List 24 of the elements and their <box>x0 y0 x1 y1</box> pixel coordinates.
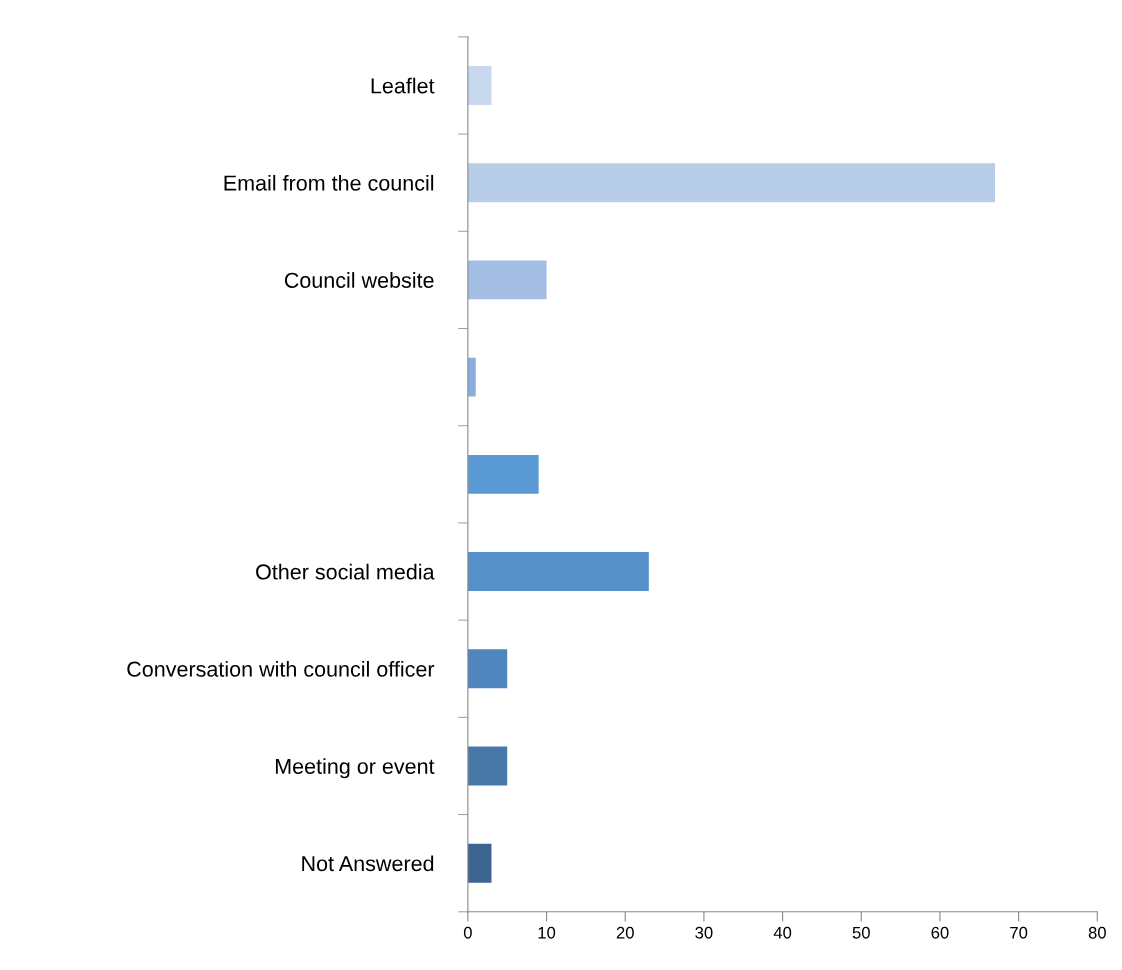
x-tick-label: 40 <box>773 926 792 939</box>
x-tick-label: 50 <box>852 926 870 939</box>
bar <box>467 746 508 786</box>
x-tick-label: 80 <box>1088 926 1106 939</box>
bar <box>467 163 996 203</box>
y-tick-label: Not Answered <box>302 855 434 872</box>
bar <box>467 552 649 591</box>
x-tick-label: 20 <box>616 926 634 939</box>
y-tick-label: Council website <box>284 272 434 288</box>
x-tick-label: 70 <box>1010 926 1028 939</box>
y-tick-label: Other social media <box>256 563 435 580</box>
x-tick-label: 10 <box>538 926 556 939</box>
bar <box>467 649 508 689</box>
bar <box>467 66 492 105</box>
x-tick-label: 30 <box>695 926 713 939</box>
bar <box>467 454 539 494</box>
bar <box>467 843 492 883</box>
x-tick-label: 60 <box>931 926 949 939</box>
x-tick-label: 0 <box>463 926 472 939</box>
bar <box>467 260 547 300</box>
y-tick-label: Email from the council <box>224 174 434 191</box>
y-tick-label: Meeting or event <box>275 758 435 779</box>
y-tick-label: Leaflet <box>371 77 435 94</box>
y-tick-label: Conversation with council officer <box>127 660 435 677</box>
